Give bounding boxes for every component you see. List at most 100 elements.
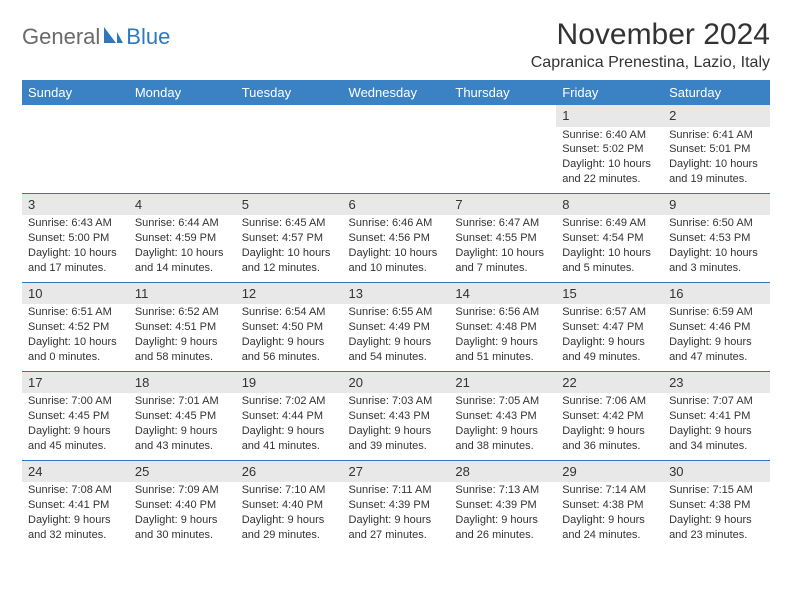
day-number: 9 — [663, 194, 770, 216]
day-sunset: Sunset: 4:54 PM — [562, 231, 657, 246]
calendar-day-cell: 14Sunrise: 6:56 AMSunset: 4:48 PMDayligh… — [449, 282, 556, 371]
day-number: 4 — [129, 194, 236, 216]
day-number: 21 — [449, 372, 556, 394]
day-sunrise: Sunrise: 7:00 AM — [28, 394, 123, 409]
day-number: 11 — [129, 283, 236, 305]
calendar-day-cell: 5Sunrise: 6:45 AMSunset: 4:57 PMDaylight… — [236, 193, 343, 282]
day-sunset: Sunset: 4:43 PM — [455, 409, 550, 424]
calendar-day-cell: . — [22, 105, 129, 193]
calendar-day-cell: . — [129, 105, 236, 193]
day-number: 16 — [663, 283, 770, 305]
day-number: 24 — [22, 461, 129, 483]
day-sunrise: Sunrise: 7:10 AM — [242, 483, 337, 498]
calendar-day-cell: 2Sunrise: 6:41 AMSunset: 5:01 PMDaylight… — [663, 105, 770, 193]
day-daylight: Daylight: 10 hours and 3 minutes. — [669, 246, 764, 276]
calendar-week-row: 10Sunrise: 6:51 AMSunset: 4:52 PMDayligh… — [22, 282, 770, 371]
calendar-day-cell: 7Sunrise: 6:47 AMSunset: 4:55 PMDaylight… — [449, 193, 556, 282]
day-number: 30 — [663, 461, 770, 483]
calendar-day-cell: 30Sunrise: 7:15 AMSunset: 4:38 PMDayligh… — [663, 460, 770, 548]
month-title: November 2024 — [531, 18, 770, 52]
day-sunset: Sunset: 4:55 PM — [455, 231, 550, 246]
weekday-header: Tuesday — [236, 80, 343, 105]
title-block: November 2024 Capranica Prenestina, Lazi… — [531, 18, 770, 72]
calendar-day-cell: 15Sunrise: 6:57 AMSunset: 4:47 PMDayligh… — [556, 282, 663, 371]
day-sunrise: Sunrise: 6:41 AM — [669, 128, 764, 143]
weekday-header: Friday — [556, 80, 663, 105]
calendar-day-cell: 19Sunrise: 7:02 AMSunset: 4:44 PMDayligh… — [236, 371, 343, 460]
day-sunrise: Sunrise: 7:05 AM — [455, 394, 550, 409]
day-sunset: Sunset: 4:40 PM — [135, 498, 230, 513]
calendar-day-cell: 17Sunrise: 7:00 AMSunset: 4:45 PMDayligh… — [22, 371, 129, 460]
day-daylight: Daylight: 9 hours and 51 minutes. — [455, 335, 550, 365]
calendar-day-cell: 6Sunrise: 6:46 AMSunset: 4:56 PMDaylight… — [343, 193, 450, 282]
day-sunrise: Sunrise: 6:51 AM — [28, 305, 123, 320]
brand-logo: General Blue — [22, 18, 170, 50]
day-daylight: Daylight: 10 hours and 7 minutes. — [455, 246, 550, 276]
day-sunset: Sunset: 4:43 PM — [349, 409, 444, 424]
day-sunrise: Sunrise: 6:56 AM — [455, 305, 550, 320]
calendar-week-row: .....1Sunrise: 6:40 AMSunset: 5:02 PMDay… — [22, 105, 770, 193]
day-sunset: Sunset: 4:38 PM — [669, 498, 764, 513]
day-daylight: Daylight: 9 hours and 45 minutes. — [28, 424, 123, 454]
day-daylight: Daylight: 10 hours and 22 minutes. — [562, 157, 657, 187]
day-number: 12 — [236, 283, 343, 305]
day-sunrise: Sunrise: 7:03 AM — [349, 394, 444, 409]
day-sunrise: Sunrise: 6:46 AM — [349, 216, 444, 231]
day-daylight: Daylight: 9 hours and 47 minutes. — [669, 335, 764, 365]
day-sunrise: Sunrise: 7:08 AM — [28, 483, 123, 498]
day-number: 2 — [663, 105, 770, 127]
day-daylight: Daylight: 10 hours and 19 minutes. — [669, 157, 764, 187]
day-sunset: Sunset: 4:49 PM — [349, 320, 444, 335]
weekday-header: Thursday — [449, 80, 556, 105]
day-sunset: Sunset: 5:02 PM — [562, 142, 657, 157]
day-sunset: Sunset: 4:51 PM — [135, 320, 230, 335]
day-sunset: Sunset: 4:48 PM — [455, 320, 550, 335]
day-sunset: Sunset: 4:45 PM — [135, 409, 230, 424]
calendar-day-cell: . — [449, 105, 556, 193]
day-number: 28 — [449, 461, 556, 483]
day-daylight: Daylight: 9 hours and 36 minutes. — [562, 424, 657, 454]
day-number: 15 — [556, 283, 663, 305]
brand-text-blue: Blue — [126, 24, 170, 50]
day-daylight: Daylight: 9 hours and 54 minutes. — [349, 335, 444, 365]
calendar-day-cell: 27Sunrise: 7:11 AMSunset: 4:39 PMDayligh… — [343, 460, 450, 548]
weekday-header: Saturday — [663, 80, 770, 105]
calendar-day-cell: . — [343, 105, 450, 193]
day-sunrise: Sunrise: 6:40 AM — [562, 128, 657, 143]
day-number: 7 — [449, 194, 556, 216]
calendar-day-cell: 3Sunrise: 6:43 AMSunset: 5:00 PMDaylight… — [22, 193, 129, 282]
day-sunrise: Sunrise: 6:43 AM — [28, 216, 123, 231]
day-daylight: Daylight: 9 hours and 58 minutes. — [135, 335, 230, 365]
calendar-day-cell: 9Sunrise: 6:50 AMSunset: 4:53 PMDaylight… — [663, 193, 770, 282]
day-sunset: Sunset: 4:38 PM — [562, 498, 657, 513]
day-sunset: Sunset: 4:46 PM — [669, 320, 764, 335]
day-sunset: Sunset: 4:59 PM — [135, 231, 230, 246]
day-number: 14 — [449, 283, 556, 305]
day-sunset: Sunset: 5:01 PM — [669, 142, 764, 157]
day-sunset: Sunset: 4:44 PM — [242, 409, 337, 424]
calendar-day-cell: 10Sunrise: 6:51 AMSunset: 4:52 PMDayligh… — [22, 282, 129, 371]
day-number: 8 — [556, 194, 663, 216]
day-number: 1 — [556, 105, 663, 127]
calendar-day-cell: . — [236, 105, 343, 193]
day-number: 26 — [236, 461, 343, 483]
weekday-header: Sunday — [22, 80, 129, 105]
calendar-table: SundayMondayTuesdayWednesdayThursdayFrid… — [22, 80, 770, 549]
day-sunrise: Sunrise: 7:09 AM — [135, 483, 230, 498]
day-sunset: Sunset: 4:39 PM — [455, 498, 550, 513]
day-sunrise: Sunrise: 7:11 AM — [349, 483, 444, 498]
day-number: 5 — [236, 194, 343, 216]
calendar-day-cell: 1Sunrise: 6:40 AMSunset: 5:02 PMDaylight… — [556, 105, 663, 193]
calendar-day-cell: 23Sunrise: 7:07 AMSunset: 4:41 PMDayligh… — [663, 371, 770, 460]
day-daylight: Daylight: 10 hours and 17 minutes. — [28, 246, 123, 276]
calendar-day-cell: 20Sunrise: 7:03 AMSunset: 4:43 PMDayligh… — [343, 371, 450, 460]
day-daylight: Daylight: 9 hours and 24 minutes. — [562, 513, 657, 543]
calendar-week-row: 17Sunrise: 7:00 AMSunset: 4:45 PMDayligh… — [22, 371, 770, 460]
day-sunrise: Sunrise: 7:15 AM — [669, 483, 764, 498]
day-sunrise: Sunrise: 6:50 AM — [669, 216, 764, 231]
calendar-day-cell: 21Sunrise: 7:05 AMSunset: 4:43 PMDayligh… — [449, 371, 556, 460]
day-number: 13 — [343, 283, 450, 305]
day-sunset: Sunset: 4:40 PM — [242, 498, 337, 513]
day-number: 22 — [556, 372, 663, 394]
calendar-day-cell: 26Sunrise: 7:10 AMSunset: 4:40 PMDayligh… — [236, 460, 343, 548]
